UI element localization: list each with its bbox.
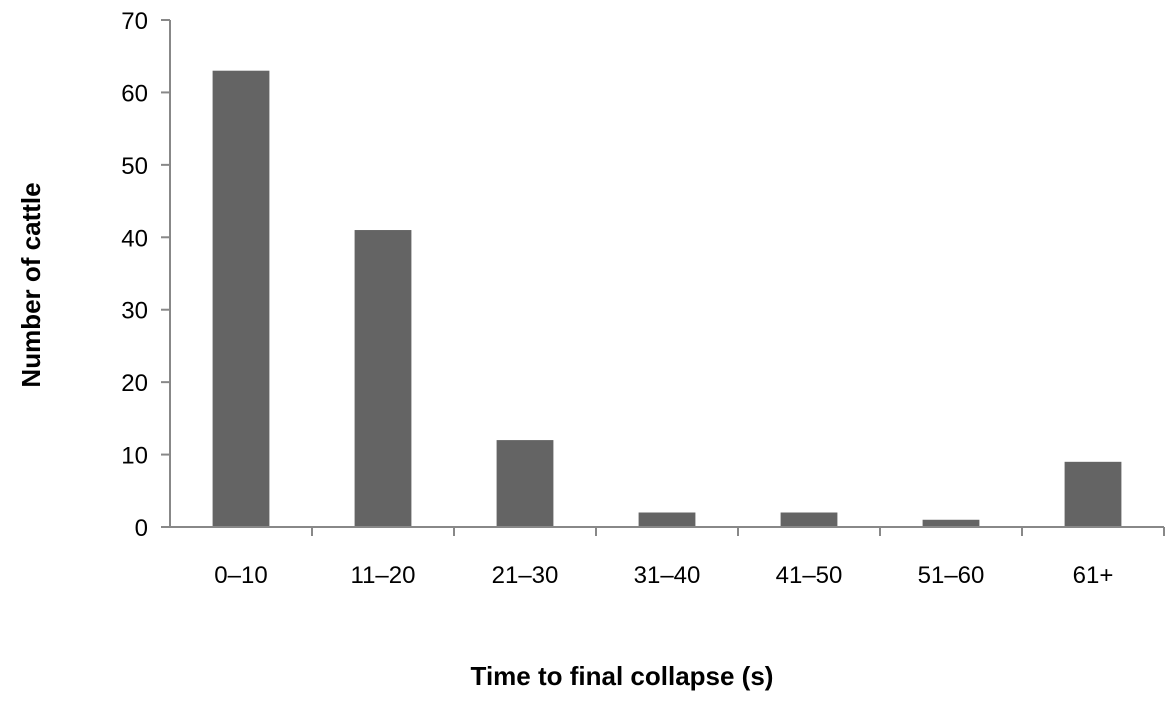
bar-3 — [638, 512, 696, 527]
x-tick-label-3: 31–40 — [634, 562, 701, 589]
y-tick-label-4: 40 — [121, 225, 148, 252]
y-tick-label-0: 0 — [135, 515, 148, 542]
y-tick-label-7: 70 — [121, 8, 148, 35]
y-tick-label-2: 20 — [121, 370, 148, 397]
bar-1 — [354, 230, 412, 528]
x-tick-label-6: 61+ — [1073, 562, 1114, 589]
y-tick-label-3: 30 — [121, 298, 148, 325]
x-tick-label-0: 0–10 — [214, 562, 267, 589]
bar-4 — [780, 512, 838, 527]
bars-group — [212, 70, 1122, 528]
bar-2 — [496, 440, 554, 527]
x-tick-label-5: 51–60 — [918, 562, 985, 589]
bar-0 — [212, 70, 270, 527]
bar-6 — [1064, 461, 1122, 527]
x-axis-title: Time to final collapse (s) — [471, 661, 774, 691]
y-tick-label-1: 10 — [121, 443, 148, 470]
y-ticks-group: 0 10 20 30 40 50 60 70 — [121, 8, 170, 542]
x-tick-label-1: 11–20 — [351, 562, 416, 589]
axes-group — [169, 20, 1164, 528]
y-tick-label-6: 60 — [121, 80, 148, 107]
bar-5 — [922, 519, 980, 527]
y-axis-title: Number of cattle — [16, 182, 46, 387]
x-ticks-group: 0–10 11–20 21–30 31–40 41–50 51–60 61+ — [214, 527, 1165, 589]
x-tick-label-2: 21–30 — [492, 562, 559, 589]
y-tick-label-5: 50 — [121, 153, 148, 180]
x-tick-label-4: 41–50 — [776, 562, 843, 589]
